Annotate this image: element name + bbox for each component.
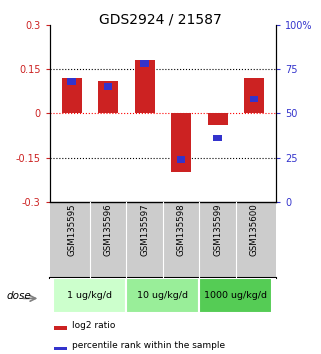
Bar xyxy=(199,278,273,313)
Bar xyxy=(54,326,67,330)
Bar xyxy=(67,78,76,85)
Text: GSM135599: GSM135599 xyxy=(213,203,222,256)
Text: log2 ratio: log2 ratio xyxy=(73,321,116,330)
Bar xyxy=(53,278,126,313)
Bar xyxy=(126,278,199,313)
Text: GSM135595: GSM135595 xyxy=(67,203,76,256)
Text: GSM135597: GSM135597 xyxy=(140,203,149,256)
Text: GSM135598: GSM135598 xyxy=(177,203,186,256)
Text: 10 ug/kg/d: 10 ug/kg/d xyxy=(137,291,188,300)
Text: 1 ug/kg/d: 1 ug/kg/d xyxy=(67,291,112,300)
Bar xyxy=(54,347,67,350)
Bar xyxy=(134,60,155,113)
Text: GDS2924 / 21587: GDS2924 / 21587 xyxy=(99,12,222,27)
Bar xyxy=(213,135,222,141)
Text: GSM135600: GSM135600 xyxy=(250,203,259,256)
Bar xyxy=(98,81,118,113)
Bar xyxy=(104,84,112,90)
Bar xyxy=(171,113,191,172)
Bar xyxy=(141,61,149,67)
Bar xyxy=(250,96,258,102)
Text: 1000 ug/kg/d: 1000 ug/kg/d xyxy=(204,291,267,300)
Bar xyxy=(244,78,264,113)
Text: GSM135596: GSM135596 xyxy=(104,203,113,256)
Text: percentile rank within the sample: percentile rank within the sample xyxy=(73,341,226,349)
Text: dose: dose xyxy=(6,291,31,301)
Bar xyxy=(177,156,185,162)
Bar xyxy=(208,113,228,125)
Bar xyxy=(62,78,82,113)
